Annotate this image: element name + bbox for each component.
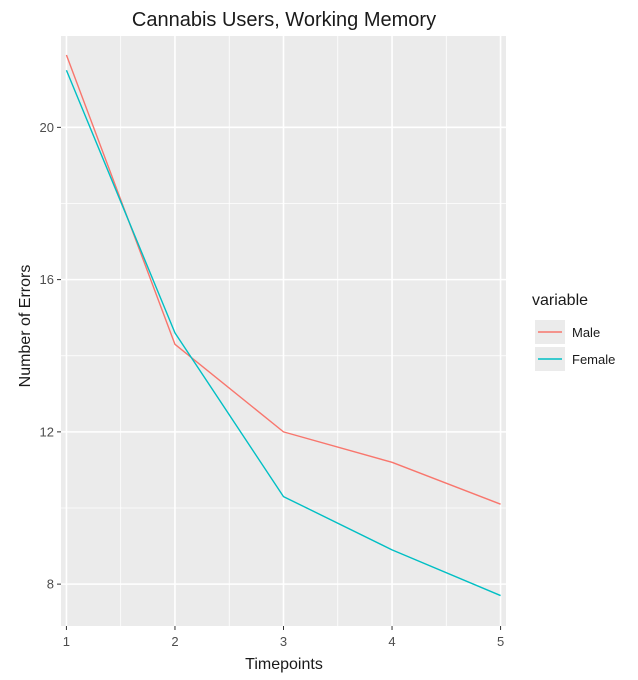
grid-lines — [61, 36, 506, 626]
x-tick-label: 4 — [388, 634, 395, 649]
legend-title: variable — [532, 292, 588, 309]
y-tick-label: 16 — [40, 272, 54, 287]
x-tick-label: 5 — [497, 634, 504, 649]
legend: variable Male Female — [532, 292, 615, 371]
y-axis-label: Number of Errors — [17, 265, 34, 388]
x-tick-label: 2 — [171, 634, 178, 649]
data-series — [65, 54, 501, 597]
y-tick-label: 12 — [40, 424, 54, 439]
x-axis-label: Timepoints — [245, 656, 323, 673]
chart-title: Cannabis Users, Working Memory — [132, 9, 436, 31]
x-tick-label: 3 — [280, 634, 287, 649]
x-tick-label: 1 — [63, 634, 70, 649]
y-tick-label: 8 — [47, 577, 54, 592]
y-tick-label: 20 — [40, 120, 54, 135]
x-axis-ticks: 1 2 3 4 5 — [63, 626, 504, 649]
legend-label-female: Female — [572, 352, 615, 367]
y-axis-ticks: 8 12 16 20 — [40, 120, 61, 592]
legend-label-male: Male — [572, 325, 600, 340]
